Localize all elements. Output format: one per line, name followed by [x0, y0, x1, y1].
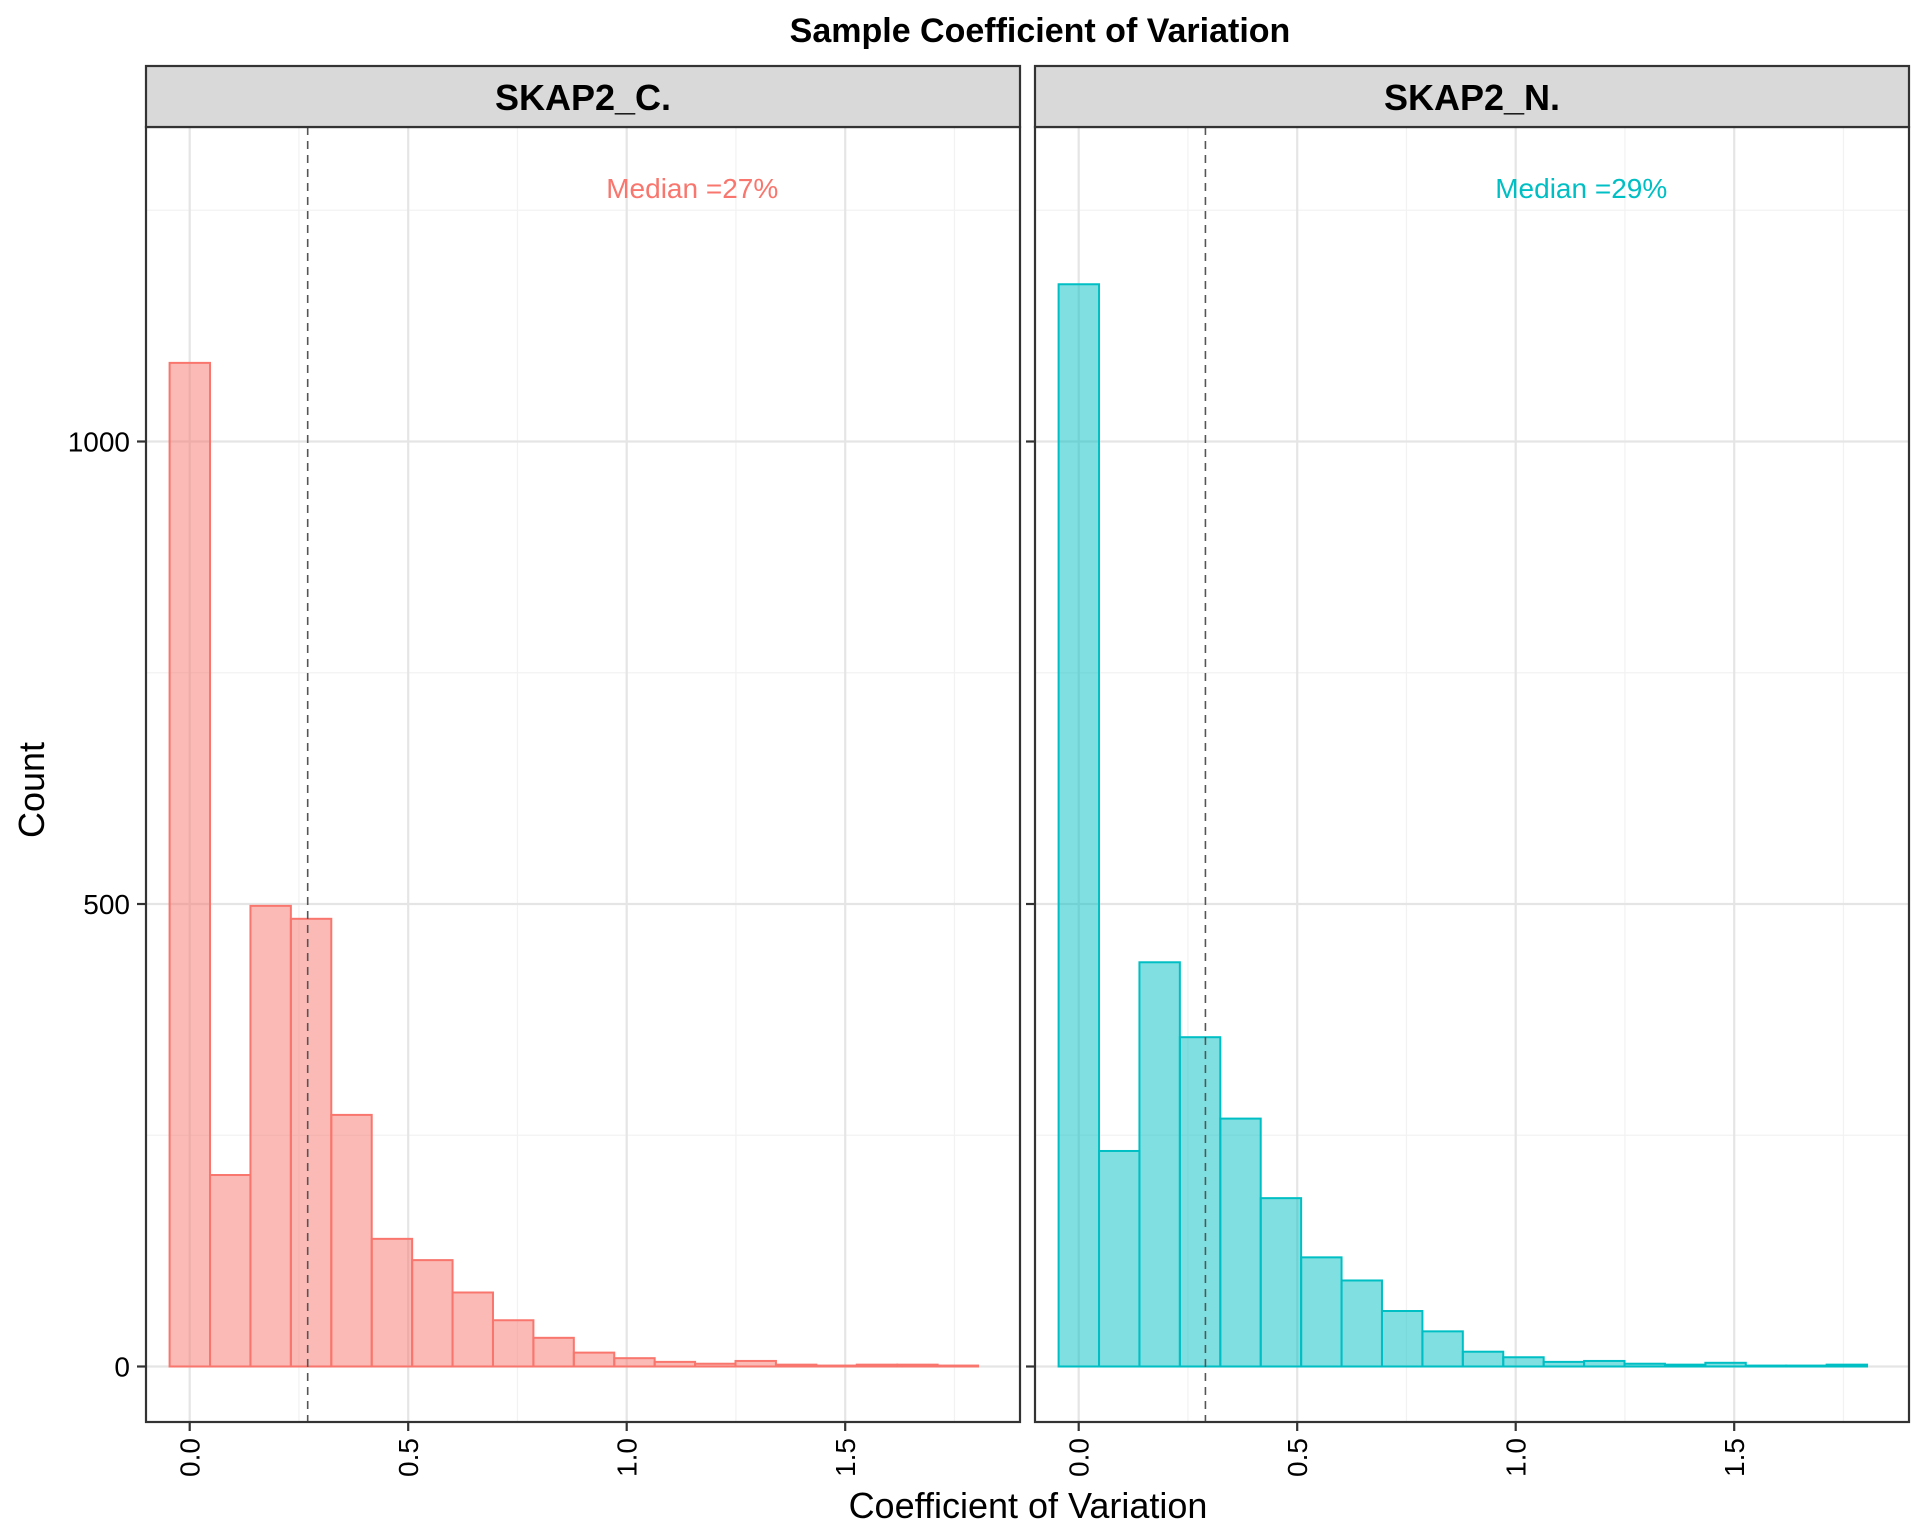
x-tick-label: 0.0 [1064, 1438, 1095, 1477]
histogram-bar [1098, 1149, 1141, 1368]
x-tick-label: 1.0 [612, 1438, 643, 1477]
histogram-bar [532, 1336, 575, 1368]
histogram-bar [1138, 961, 1181, 1368]
histogram-bar [1663, 1363, 1707, 1368]
histogram-bar [1744, 1364, 1788, 1368]
histogram-bar [249, 904, 292, 1368]
histogram-bar [1300, 1256, 1343, 1368]
histogram-bar [1583, 1359, 1626, 1368]
x-tick-label: 1.5 [1719, 1438, 1750, 1477]
y-axis-title: Count [11, 742, 52, 838]
histogram-bar [1542, 1360, 1586, 1368]
panel-skap2c: Median =27% SKAP2_C. 0.0 0.5 1.0 1.5 [137, 64, 1022, 1477]
strip-label: SKAP2_C. [495, 77, 671, 118]
histogram-bar [936, 1364, 980, 1368]
histogram-bar [1380, 1310, 1424, 1368]
histogram-bar [855, 1363, 899, 1368]
x-tick-label: 1.0 [1501, 1438, 1532, 1477]
histogram-bar [774, 1363, 818, 1368]
y-tick-label: 0 [114, 1352, 130, 1383]
histogram-bar [168, 361, 212, 1368]
strip-background [1033, 64, 1911, 129]
histogram-bar [289, 917, 333, 1368]
histogram-bar [209, 1174, 252, 1368]
histogram-bar [572, 1351, 616, 1368]
histogram-bar [1623, 1362, 1666, 1368]
histogram-bar [1340, 1279, 1383, 1368]
panel-skap2n: Median =29% SKAP2_N. 0.0 0.5 1.0 1.5 [1026, 64, 1911, 1477]
y-axis: 0 500 1000 [68, 427, 130, 1383]
x-axis-title: Coefficient of Variation [849, 1485, 1208, 1526]
histogram-bar [613, 1357, 656, 1368]
strip-background [144, 64, 1022, 129]
histogram-bar [1057, 283, 1101, 1368]
y-tick-label: 500 [83, 889, 130, 920]
histogram-bar [1421, 1330, 1464, 1368]
histogram-bar [451, 1291, 494, 1368]
histogram-bar [1259, 1197, 1303, 1368]
histogram-bar [1461, 1350, 1505, 1368]
y-tick-label: 1000 [68, 427, 130, 458]
x-tick-label: 0.5 [1282, 1438, 1313, 1477]
x-tick-label: 0.5 [393, 1438, 424, 1477]
histogram-bar [1785, 1364, 1828, 1368]
chart-title: Sample Coefficient of Variation [790, 12, 1291, 50]
x-tick-label: 0.0 [175, 1438, 206, 1477]
histogram-bar [694, 1362, 737, 1368]
histogram-bar [370, 1237, 414, 1368]
strip-label: SKAP2_N. [1384, 77, 1560, 118]
histogram-bar [896, 1363, 939, 1368]
histogram-bar [1825, 1363, 1869, 1368]
histogram-bar [815, 1364, 858, 1368]
histogram-bar [411, 1259, 454, 1368]
histogram-bar [330, 1113, 373, 1368]
median-label: Median =27% [606, 173, 778, 204]
histogram-bar [653, 1360, 697, 1368]
histogram-bar [491, 1319, 535, 1368]
histogram-bar [734, 1359, 777, 1368]
histogram-bar [1704, 1361, 1747, 1368]
histogram-bar [1219, 1117, 1262, 1368]
histogram-bar [1502, 1356, 1545, 1368]
histogram-bar [1178, 1036, 1222, 1368]
median-label: Median =29% [1495, 173, 1667, 204]
x-tick-label: 1.5 [830, 1438, 861, 1477]
